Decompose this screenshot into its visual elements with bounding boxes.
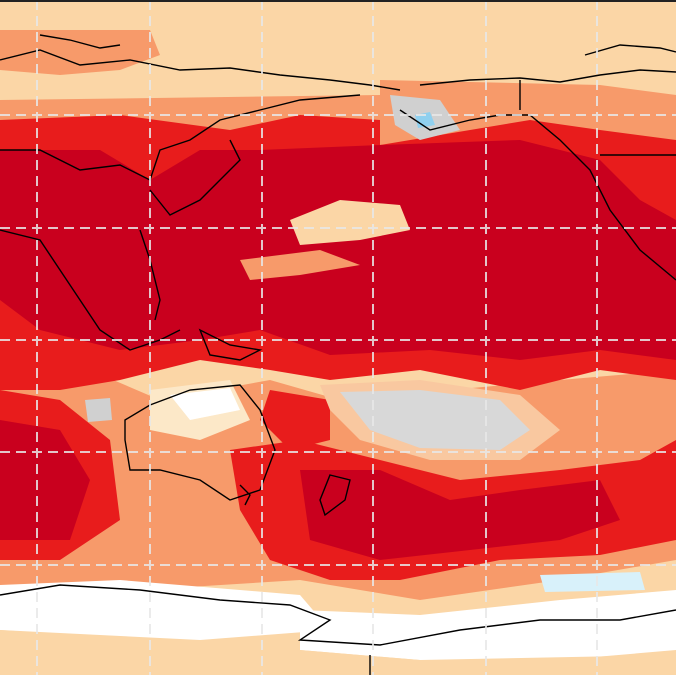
neutral-regions	[0, 95, 676, 675]
coastlines	[0, 34, 676, 675]
extreme-anomaly-regions	[0, 140, 676, 560]
